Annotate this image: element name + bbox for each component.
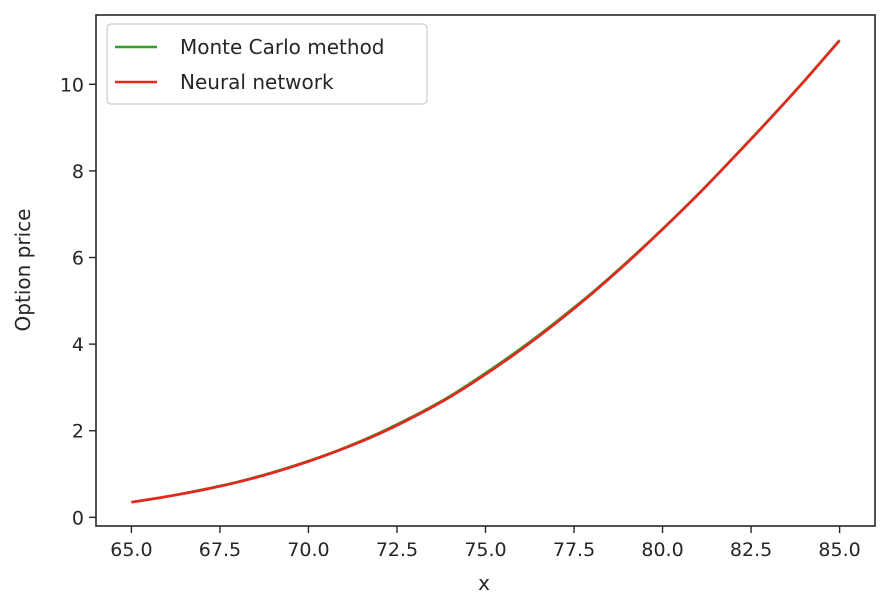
legend-label: Monte Carlo method xyxy=(180,35,385,59)
x-tick-label: 75.0 xyxy=(464,539,506,561)
x-tick-label: 67.5 xyxy=(199,539,241,561)
plot-border xyxy=(95,14,876,527)
x-tick-label: 77.5 xyxy=(553,539,595,561)
y-tick-label: 4 xyxy=(72,334,84,356)
axes: 65.0 67.5 70.0 72.5 75.0 77.5 80.0 82.5 85.0 0 2 4 6… xyxy=(60,74,861,561)
y-tick-label: 8 xyxy=(72,161,84,183)
x-tick-label: 85.0 xyxy=(818,539,860,561)
legend: Monte Carlo method Neural network xyxy=(106,23,428,105)
x-axis-label: x xyxy=(478,571,490,595)
x-tick-label: 70.0 xyxy=(287,539,329,561)
y-tick-label: 2 xyxy=(72,421,84,443)
x-tick-label: 65.0 xyxy=(110,539,152,561)
x-tick-label: 80.0 xyxy=(641,539,683,561)
series-lines xyxy=(131,39,841,504)
series-line-monte-carlo-method xyxy=(131,39,841,504)
legend-box xyxy=(106,23,428,105)
legend-label: Neural network xyxy=(180,70,334,94)
y-axis-label: Option price xyxy=(11,209,35,332)
y-tick-label: 0 xyxy=(72,507,84,529)
y-tick-label: 6 xyxy=(72,248,84,270)
series-line-neural-network xyxy=(131,39,841,504)
y-tick-label: 10 xyxy=(60,74,84,96)
plot-frame xyxy=(95,14,876,527)
x-tick-label: 82.5 xyxy=(730,539,772,561)
x-tick-label: 72.5 xyxy=(376,539,418,561)
